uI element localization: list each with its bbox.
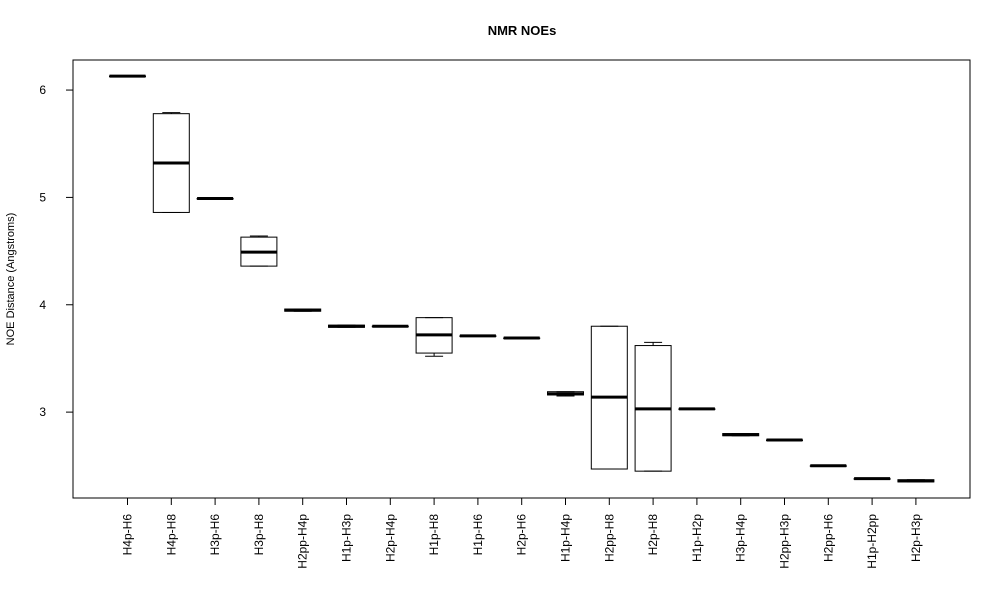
box-H2p-H8 bbox=[634, 341, 672, 472]
plot-area-frame bbox=[72, 59, 971, 499]
box-H2p-H6 bbox=[503, 336, 541, 340]
box-H1p-H6 bbox=[459, 334, 497, 338]
box-H4p-H6 bbox=[109, 74, 146, 78]
x-tick-label: H1p-H6 bbox=[471, 514, 485, 556]
x-axis: H4p-H6 H4p-H8 H3p-H6 H3p-H8 H2pp-H4p H1p-H3p H… bbox=[121, 497, 923, 569]
x-tick-label: H4p-H8 bbox=[164, 514, 178, 556]
y-tick-label: 4 bbox=[39, 298, 46, 312]
x-tick-label: H1p-H3p bbox=[340, 514, 354, 562]
box-H1p-H2p bbox=[678, 407, 716, 411]
box-H3p-H4p bbox=[722, 433, 760, 437]
box-H2pp-H3p bbox=[766, 438, 803, 442]
boxes-group bbox=[109, 74, 935, 483]
x-tick-label: H2p-H6 bbox=[515, 514, 529, 556]
box-H2pp-H8 bbox=[590, 325, 628, 470]
box-H4p-H8 bbox=[152, 112, 190, 213]
box-H1p-H4p bbox=[547, 391, 584, 397]
y-axis: 3 4 5 6 bbox=[39, 83, 74, 419]
y-tick-label: 5 bbox=[39, 190, 46, 204]
x-tick-label: H1p-H4p bbox=[559, 514, 573, 562]
box-H2pp-H4p bbox=[284, 308, 322, 312]
x-tick-label: H3p-H6 bbox=[208, 514, 222, 556]
x-tick-label: H1p-H2pp bbox=[865, 514, 879, 569]
x-tick-label: H1p-H2p bbox=[690, 514, 704, 562]
x-tick-label: H2pp-H6 bbox=[821, 514, 835, 562]
x-tick-label: H3p-H8 bbox=[252, 514, 266, 556]
x-tick-label: H2p-H4p bbox=[383, 514, 397, 562]
x-tick-label: H2p-H3p bbox=[909, 514, 923, 562]
x-tick-label: H4p-H6 bbox=[121, 514, 135, 556]
x-tick-label: H2pp-H3p bbox=[778, 514, 792, 569]
box-H3p-H6 bbox=[196, 196, 234, 200]
chart-title: NMR NOEs bbox=[488, 23, 557, 38]
x-tick-label: H2p-H8 bbox=[646, 514, 660, 556]
y-tick-label: 3 bbox=[39, 405, 46, 419]
box-H3p-H8 bbox=[240, 235, 278, 267]
box-H2p-H3p bbox=[897, 479, 935, 483]
x-tick-label: H2pp-H4p bbox=[296, 514, 310, 569]
x-tick-label: H2pp-H8 bbox=[602, 514, 616, 562]
y-tick-label: 6 bbox=[39, 83, 46, 97]
x-tick-label: H3p-H4p bbox=[734, 514, 748, 562]
box-H1p-H3p bbox=[328, 324, 365, 328]
x-tick-label: H1p-H8 bbox=[427, 514, 441, 556]
box-H2p-H4p bbox=[371, 324, 409, 328]
box-H1p-H2pp bbox=[853, 477, 891, 481]
box-H2pp-H6 bbox=[809, 464, 847, 468]
y-axis-label: NOE Distance (Angstroms) bbox=[5, 213, 17, 346]
box-H1p-H8 bbox=[415, 317, 453, 357]
